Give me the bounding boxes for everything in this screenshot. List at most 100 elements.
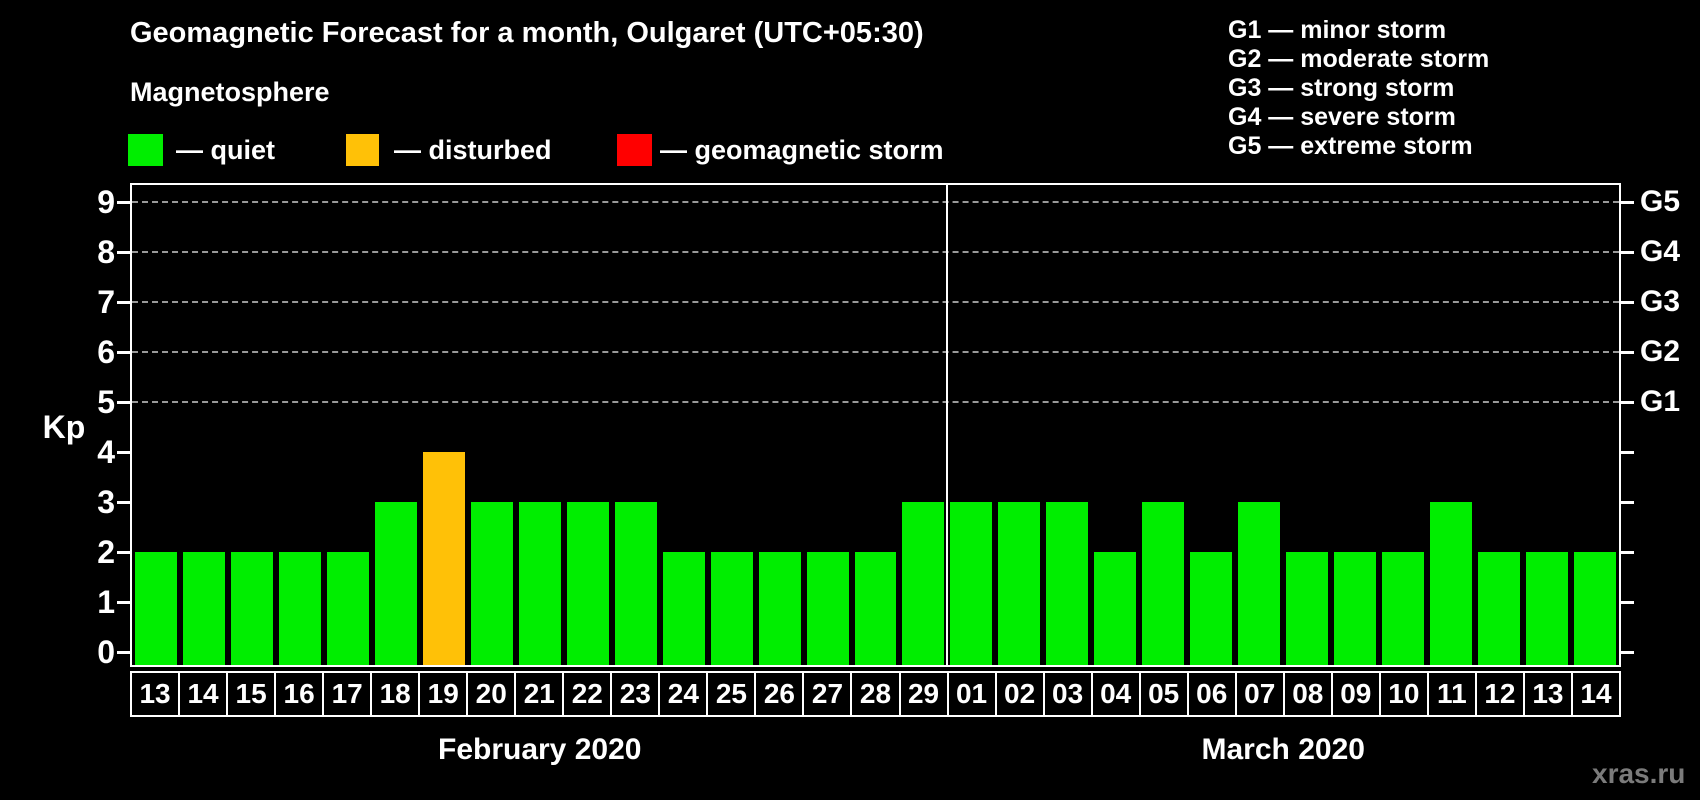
kp-bar-day-10 (1382, 552, 1425, 665)
day-label-01: 01 (947, 672, 996, 716)
day-label-07: 07 (1235, 672, 1284, 716)
y-axis-tick-left (117, 451, 130, 454)
day-label-28: 28 (851, 672, 900, 716)
y-axis-tick-left (117, 551, 130, 554)
kp-bar-day-25 (710, 552, 753, 665)
day-label-29: 29 (899, 672, 948, 716)
month-divider (946, 185, 949, 665)
kp-bar-day-26 (758, 552, 801, 665)
g-scale-legend-line: G4 — severe storm (1228, 103, 1456, 131)
right-axis-g-label: G4 (1640, 235, 1681, 268)
day-label-17: 17 (323, 672, 372, 716)
y-axis-tick-right (1621, 651, 1634, 654)
day-label-25: 25 (707, 672, 756, 716)
day-label-08: 08 (1283, 672, 1332, 716)
day-label-09: 09 (1331, 672, 1380, 716)
y-axis-tick-right (1621, 551, 1634, 554)
day-label-12: 12 (1475, 672, 1524, 716)
day-label-27: 27 (803, 672, 852, 716)
kp-bar-day-19 (422, 452, 465, 665)
gridline-kp8 (132, 251, 1619, 253)
day-label-02: 02 (995, 672, 1044, 716)
kp-bar-day-05 (1142, 502, 1185, 665)
g-scale-legend-line: G5 — extreme storm (1228, 132, 1473, 160)
y-axis-tick-label: 5 (97, 384, 115, 420)
y-axis-tick-left (117, 351, 130, 354)
kp-bar-day-22 (566, 502, 609, 665)
day-label-20: 20 (467, 672, 516, 716)
day-label-05: 05 (1139, 672, 1188, 716)
kp-bar-day-12 (1478, 552, 1521, 665)
kp-bar-day-08 (1286, 552, 1329, 665)
watermark: xras.ru (1592, 758, 1686, 789)
right-axis-g-label: G3 (1640, 285, 1681, 318)
kp-bar-day-02 (998, 502, 1041, 665)
y-axis-tick-left (117, 201, 130, 204)
magnetosphere-label: Magnetosphere (130, 77, 330, 107)
g-scale-legend-line: G3 — strong storm (1228, 74, 1455, 102)
kp-bar-day-27 (806, 552, 849, 665)
kp-bar-day-24 (662, 552, 705, 665)
y-axis-tick-right (1621, 351, 1634, 354)
y-axis-tick-left (117, 651, 130, 654)
day-label-03: 03 (1043, 672, 1092, 716)
day-label-13: 13 (131, 672, 180, 716)
plot-area (130, 183, 1621, 667)
quiet-legend-swatch (128, 134, 163, 166)
gridline-kp5 (132, 401, 1619, 403)
quiet-legend-label: — quiet (176, 135, 275, 165)
day-label-26: 26 (755, 672, 804, 716)
day-label-24: 24 (659, 672, 708, 716)
kp-bar-day-14 (1574, 552, 1616, 665)
y-axis-tick-label: 6 (97, 334, 115, 370)
kp-bar-day-13 (1526, 552, 1569, 665)
y-axis-tick-label: 9 (97, 184, 115, 220)
kp-bar-day-16 (278, 552, 321, 665)
kp-bar-day-20 (470, 502, 513, 665)
month-label: February 2020 (437, 733, 642, 766)
g-scale-legend-line: G1 — minor storm (1228, 16, 1447, 44)
y-axis-tick-left (117, 251, 130, 254)
y-axis-tick-right (1621, 451, 1634, 454)
kp-bar-day-29 (902, 502, 945, 665)
y-axis-title: Kp (42, 409, 86, 445)
kp-bar-day-21 (518, 502, 561, 665)
right-axis-g-label: G2 (1640, 335, 1681, 368)
kp-bar-day-23 (614, 502, 657, 665)
day-label-04: 04 (1091, 672, 1140, 716)
day-label-22: 22 (563, 672, 612, 716)
y-axis-tick-label: 3 (97, 484, 115, 520)
g-scale-legend: G1 — minor storm G2 — moderate storm G3 — … (1228, 16, 1489, 161)
kp-bar-day-03 (1046, 502, 1089, 665)
kp-bar-day-18 (374, 502, 417, 665)
month-label: March 2020 (1201, 733, 1365, 766)
day-label-21: 21 (515, 672, 564, 716)
day-label-19: 19 (419, 672, 468, 716)
kp-bar-day-13 (135, 552, 177, 665)
day-label-13: 13 (1523, 672, 1572, 716)
day-label-14: 14 (179, 672, 228, 716)
disturbed-legend-label: — disturbed (394, 135, 552, 165)
chart-title: Geomagnetic Forecast for a month, Oulgar… (130, 17, 924, 49)
day-label-11: 11 (1427, 672, 1476, 716)
x-axis-day-row: 13 14 15 16 17 18 19 20 21 22 23 24 25 26 27 28 29 01 02 03… (130, 671, 1621, 717)
y-axis-tick-right (1621, 501, 1634, 504)
kp-bar-day-06 (1190, 552, 1233, 665)
storm-legend-swatch (617, 134, 652, 166)
g-scale-legend-line: G2 — moderate storm (1228, 45, 1490, 73)
gridline-kp9 (132, 201, 1619, 203)
y-axis-tick-label: 4 (97, 434, 115, 470)
day-label-23: 23 (611, 672, 660, 716)
y-axis-tick-label: 0 (97, 634, 115, 670)
day-label-16: 16 (275, 672, 324, 716)
gridline-kp7 (132, 301, 1619, 303)
y-axis-tick-right (1621, 201, 1634, 204)
kp-bar-day-15 (230, 552, 273, 665)
y-axis-tick-label: 8 (97, 234, 115, 270)
kp-bar-day-01 (950, 502, 993, 665)
disturbed-legend-swatch (346, 134, 379, 166)
day-label-15: 15 (227, 672, 276, 716)
kp-bar-day-09 (1334, 552, 1377, 665)
kp-bar-day-07 (1238, 502, 1281, 665)
